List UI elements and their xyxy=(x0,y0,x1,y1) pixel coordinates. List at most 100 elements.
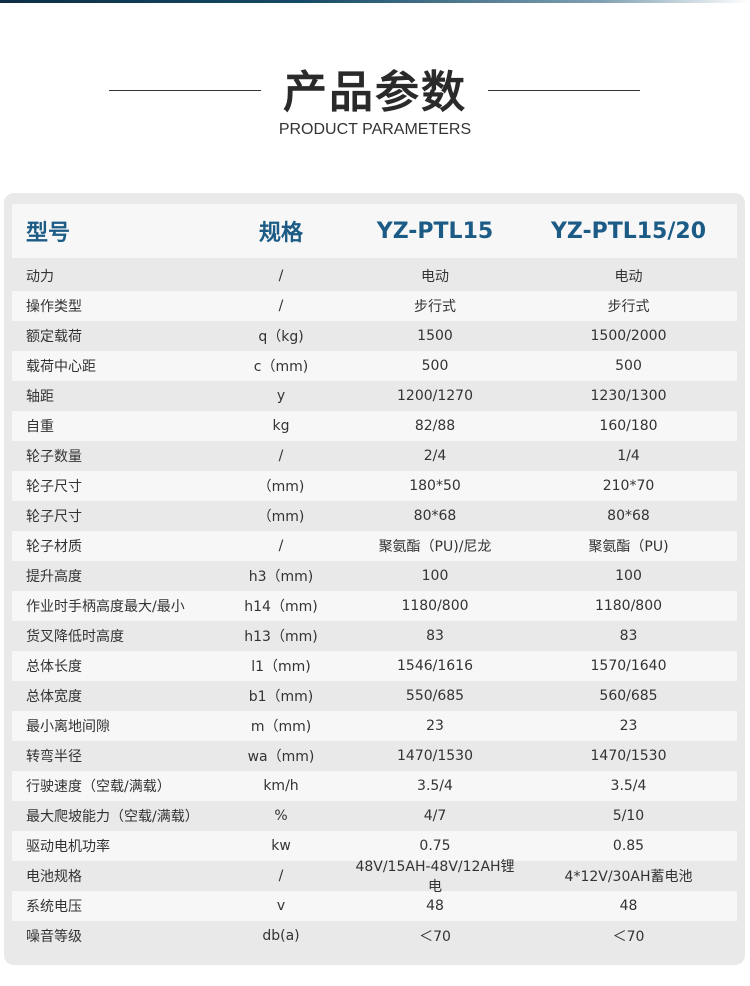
table-row: 系统电压 v 48 48 xyxy=(12,891,737,921)
param-name: 自重 xyxy=(26,419,54,435)
value-model-1: 1546/1616 xyxy=(397,658,473,674)
param-name: 最小离地间隙 xyxy=(26,719,110,735)
table-row: 总体宽度 b1（mm) 550/685 560/685 xyxy=(12,681,737,711)
value-model-1: 4/7 xyxy=(423,808,447,824)
table-row: 轮子材质 / 聚氨酯（PU)/尼龙 聚氨酯（PU) xyxy=(12,531,737,561)
param-name: 最大爬坡能力（空载/满载） xyxy=(26,809,199,825)
value-model-2: 0.85 xyxy=(612,838,645,854)
param-spec: / xyxy=(278,868,284,884)
param-name: 转弯半径 xyxy=(26,749,82,765)
param-spec: / xyxy=(278,298,284,314)
param-name: 总体长度 xyxy=(26,659,82,675)
param-spec: % xyxy=(274,808,288,824)
value-model-1: ＜70 xyxy=(419,929,451,945)
table-row: 作业时手柄高度最大/最小 h14（mm) 1180/800 1180/800 xyxy=(12,591,737,621)
table-row: 操作类型 / 步行式 步行式 xyxy=(12,291,737,321)
param-spec: h14（mm) xyxy=(244,599,318,615)
table-row: 转弯半径 wa（mm) 1470/1530 1470/1530 xyxy=(12,741,737,771)
param-name: 轮子材质 xyxy=(26,539,82,555)
table-row: 动力 / 电动 电动 xyxy=(12,261,737,291)
table-row: 轮子尺寸 （mm) 80*68 80*68 xyxy=(12,501,737,531)
value-model-2: 83 xyxy=(619,628,638,644)
value-model-2: 48 xyxy=(619,898,638,914)
header-model: 型号 xyxy=(26,221,71,246)
value-model-2: 210*70 xyxy=(602,478,655,494)
value-model-1: 23 xyxy=(426,718,444,734)
table-row: 轮子尺寸 （mm) 180*50 210*70 xyxy=(12,471,737,501)
table-row: 额定载荷 q（kg) 1500 1500/2000 xyxy=(12,321,737,351)
value-model-1: 100 xyxy=(421,568,449,584)
param-spec: / xyxy=(278,538,284,554)
param-name: 轮子尺寸 xyxy=(26,479,82,495)
param-name: 作业时手柄高度最大/最小 xyxy=(26,599,185,615)
value-model-1: 1200/1270 xyxy=(397,388,473,404)
value-model-1: 550/685 xyxy=(405,688,465,704)
param-spec: c（mm) xyxy=(253,359,309,375)
table-row: 轮子数量 / 2/4 1/4 xyxy=(12,441,737,471)
table-row: 轴距 y 1200/1270 1230/1300 xyxy=(12,381,737,411)
value-model-1: 1180/800 xyxy=(401,598,469,614)
value-model-2: 5/10 xyxy=(612,808,645,824)
title-divider-left xyxy=(109,90,261,91)
value-model-1: 0.75 xyxy=(419,838,451,854)
param-name: 轮子数量 xyxy=(26,449,82,465)
param-name: 额定载荷 xyxy=(26,329,82,345)
value-model-2: 4*12V/30AH蓄电池 xyxy=(564,869,693,885)
value-model-2: 160/180 xyxy=(599,418,658,434)
value-model-1: 电动 xyxy=(421,269,449,285)
param-spec: kg xyxy=(272,418,290,434)
value-model-2: 560/685 xyxy=(599,688,658,704)
param-name: 动力 xyxy=(26,269,54,285)
value-model-1: 步行式 xyxy=(414,299,456,315)
table-row: 最大爬坡能力（空载/满载）% 4/7 5/10 xyxy=(12,801,737,831)
top-gradient-bar xyxy=(0,0,750,3)
param-spec: h13（mm) xyxy=(244,629,318,645)
value-model-2: 电动 xyxy=(614,269,643,285)
param-spec: db(a) xyxy=(262,928,300,944)
param-spec: h3（mm) xyxy=(248,569,314,585)
table-row: 电池规格 / 48V/15AH-48V/12AH锂电 4*12V/30AH蓄电池 xyxy=(12,859,737,895)
value-model-1: 48V/15AH-48V/12AH锂电 xyxy=(355,859,515,895)
table-row: 提升高度 h3（mm) 100 100 xyxy=(12,561,737,591)
value-model-2: 100 xyxy=(615,568,642,584)
table-row: 总体长度 l1（mm) 1546/1616 1570/1640 xyxy=(12,651,737,681)
param-spec: q（kg) xyxy=(258,329,304,345)
value-model-1: 2/4 xyxy=(423,448,447,464)
value-model-2: 1/4 xyxy=(617,448,640,464)
param-spec: / xyxy=(278,448,284,464)
value-model-1: 1470/1530 xyxy=(397,748,473,764)
param-name: 驱动电机功率 xyxy=(26,839,110,855)
table-row: 货叉降低时高度 h13（mm) 83 83 xyxy=(12,621,737,651)
value-model-1: 1500 xyxy=(417,328,453,344)
value-model-2: ＜70 xyxy=(612,929,645,945)
param-name: 系统电压 xyxy=(26,899,82,915)
table-row: 驱动电机功率 kw 0.75 0.85 xyxy=(12,831,737,861)
value-model-2: 步行式 xyxy=(607,299,650,315)
value-model-2: 500 xyxy=(615,358,642,374)
param-name: 总体宽度 xyxy=(26,689,82,705)
param-spec: l1（mm) xyxy=(251,659,311,675)
param-spec: wa（mm) xyxy=(247,749,315,765)
value-model-1: 83 xyxy=(426,628,444,644)
param-spec: b1（mm) xyxy=(248,689,314,705)
table-row: 最小离地间隙 m（mm) 23 23 xyxy=(12,711,737,741)
table-row: 自重 kg 82/88 160/180 xyxy=(12,411,737,441)
header-model-2: YZ-PTL15/20 xyxy=(550,218,707,244)
param-name: 货叉降低时高度 xyxy=(26,629,124,645)
param-spec: y xyxy=(276,388,286,404)
title-divider-right xyxy=(488,90,640,91)
header-model-1: YZ-PTL15 xyxy=(376,218,494,244)
param-name: 行驶速度（空载/满载） xyxy=(26,779,171,795)
page-subtitle: PRODUCT PARAMETERS xyxy=(278,121,472,138)
params-table: 型号 规格 YZ-PTL15 YZ-PTL15/20 动力 / 电动 电动 操作类型 / 步… xyxy=(12,204,737,951)
table-row: 行驶速度（空载/满载） km/h 3.5/4 3.5/4 xyxy=(12,771,737,801)
param-name: 电池规格 xyxy=(26,869,82,885)
value-model-2: 80*68 xyxy=(607,508,650,524)
param-name: 噪音等级 xyxy=(26,929,82,945)
value-model-1: 180*50 xyxy=(409,478,461,494)
table-row: 噪音等级 db(a) ＜70 ＜70 xyxy=(12,921,737,951)
param-spec: km/h xyxy=(263,778,299,794)
value-model-2: 1570/1640 xyxy=(590,658,667,674)
value-model-2: 3.5/4 xyxy=(610,778,647,794)
param-spec: v xyxy=(276,898,286,914)
